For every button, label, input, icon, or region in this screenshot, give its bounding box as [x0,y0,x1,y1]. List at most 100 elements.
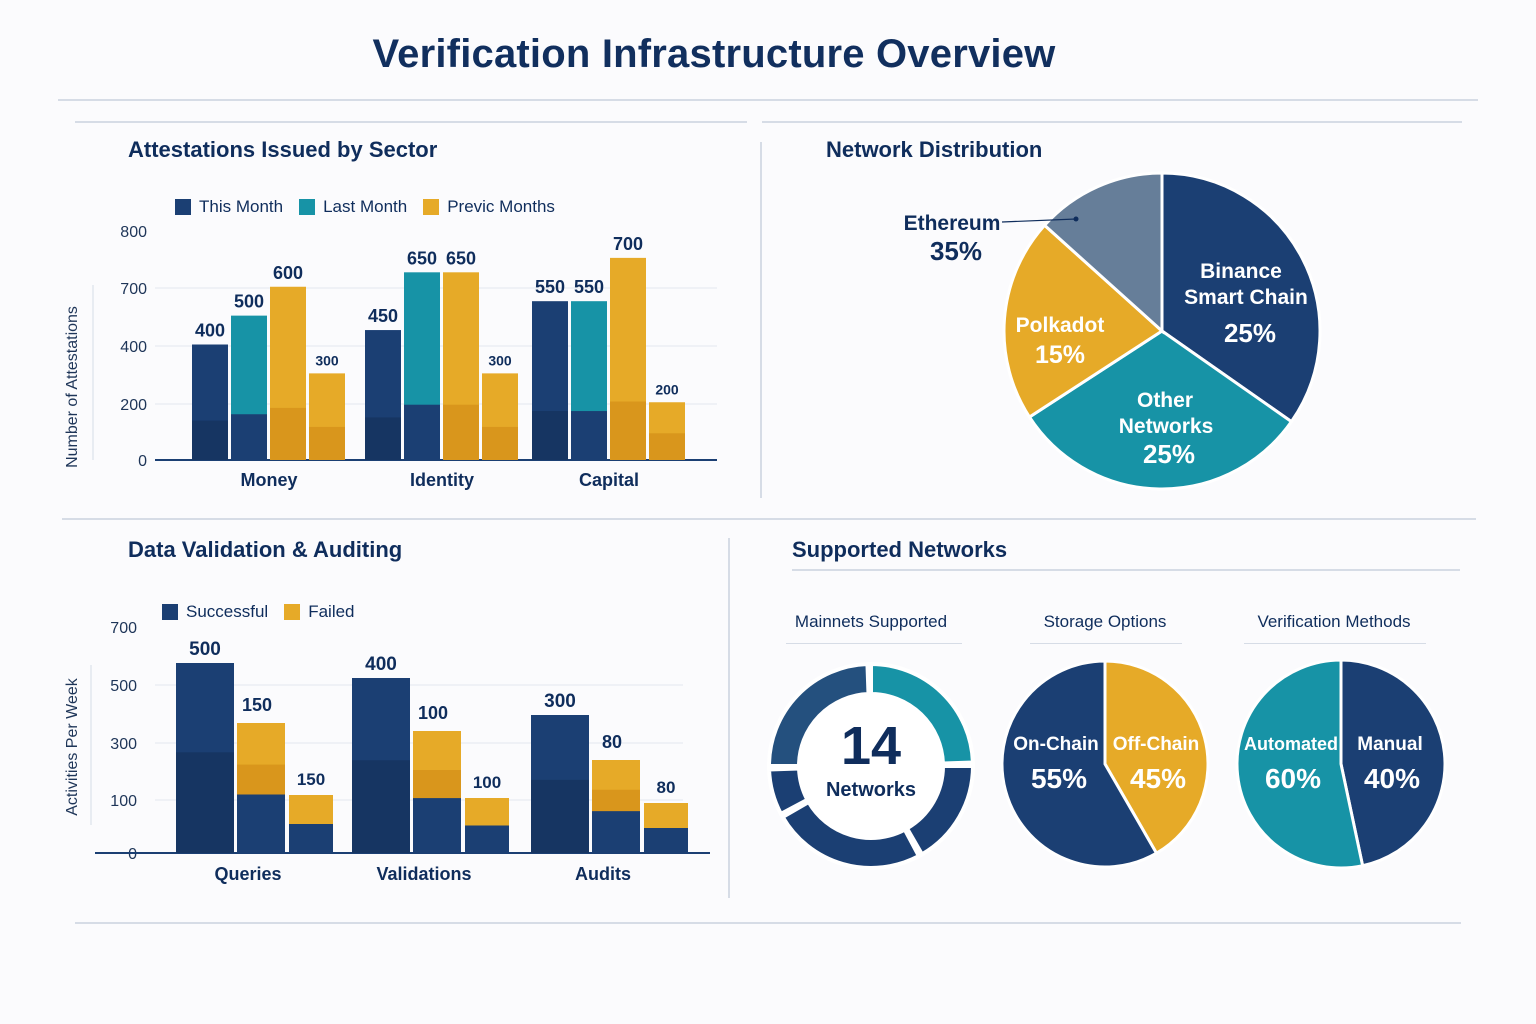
donut-center-label: Networks [826,779,916,801]
data-label: 450 [368,306,398,326]
validation-chart: 700 500 300 100 0 Activities Per Week 500 150 15… [64,620,710,884]
bar-base-segment [270,407,306,460]
legend-previous-months: Previc Months [423,197,555,217]
slice-label-manual: Manual [1357,734,1422,755]
supported-networks-underline [792,569,1460,571]
bar-base-segment [649,433,685,460]
bar-base-segment [231,414,267,460]
bar-base-segment [413,798,461,853]
y-axis-label: Activities Per Week [64,677,81,816]
mainnets-underline [786,643,962,644]
data-label: 400 [195,321,225,341]
attestations-legend: This Month Last Month Previc Months [175,197,571,217]
legend-swatch-gold [284,604,301,620]
pie-slice [1002,223,1165,420]
bar-mid-segment [237,764,285,798]
slice-value-manual: 40% [1364,763,1420,794]
x-tick-label: Validations [376,864,471,884]
pie-slice [1235,660,1365,870]
y-tick-label: 100 [110,793,137,810]
panel-divider-vertical-top [760,142,762,498]
legend-this-month: This Month [175,197,283,217]
attestations-chart: 800 700 400 200 0 Number of Attestations 400 50… [64,224,717,490]
data-label: 300 [315,352,339,368]
slice-label-automated: Automated [1244,734,1338,754]
title-divider [58,99,1478,101]
slice-label-binance: Binance [1200,260,1282,283]
network-distribution-title: Network Distribution [826,137,1043,162]
data-label: 550 [535,277,565,297]
data-label: 500 [189,639,221,660]
page-title: Verification Infrastructure Overview [372,32,1056,76]
y-axis-label: Number of Attestations [64,306,81,468]
legend-label-previous-months: Previc Months [447,197,555,216]
legend-swatch-navy [175,199,191,215]
y-tick-label: 800 [120,224,147,241]
slice-value-ethereum: 35% [930,236,982,266]
attestations-title: Attestations Issued by Sector [128,137,438,162]
slice-label-polkadot: Polkadot [1016,314,1105,337]
bottom-divider [75,922,1461,924]
data-label: 300 [544,691,576,712]
storage-pie: On-Chain 55% Off-Chain 45% [1000,660,1210,869]
y-tick-label: 200 [120,397,147,414]
bar-base-segment [465,825,509,853]
y-tick-label: 700 [120,281,147,298]
bar-base-segment [176,752,234,853]
data-label: 80 [602,732,622,752]
panel-divider-top-left [75,121,747,123]
data-label: 300 [488,352,512,368]
bar-base-segment [644,828,688,853]
legend-label-this-month: This Month [199,197,284,216]
data-label: 650 [446,248,476,268]
slice-value-binance: 25% [1224,318,1276,348]
leader-line [1001,218,1077,223]
legend-last-month: Last Month [299,197,407,217]
y-tick-label: 300 [110,736,137,753]
mainnets-label: Mainnets Supported [794,612,948,631]
pie-slice [1000,660,1159,869]
bar-base-segment [365,417,401,460]
bar-base-segment [531,779,589,853]
data-label: 700 [613,234,643,254]
legend-successful: Successful [162,602,268,622]
donut-segment [904,764,976,858]
storage-underline [1030,643,1182,644]
bar-base-segment [592,811,640,853]
data-label: 100 [473,773,501,792]
bar-base-segment [352,760,410,853]
data-label: 600 [273,263,303,283]
legend-label-last-month: Last Month [323,197,408,216]
donut-hole [799,694,943,838]
data-label: 200 [655,381,679,397]
validation-legend: Successful Failed [162,602,371,622]
slice-value-on-chain: 55% [1031,763,1087,794]
data-label: 100 [418,703,448,723]
x-tick-label: Audits [575,864,631,884]
slice-value-automated: 60% [1265,763,1321,794]
slice-label-other: Networks [1119,415,1214,438]
legend-swatch-teal [299,199,316,215]
bar-mid-segment [592,789,640,814]
slice-value-off-chain: 45% [1130,763,1186,794]
data-label: 150 [242,695,272,715]
pie-slice [1339,660,1447,868]
bar-base-segment [309,426,345,460]
pie-slice [1042,171,1164,335]
bar-base-segment [610,401,646,460]
legend-label-failed: Failed [308,602,355,621]
legend-swatch-navy [162,604,178,620]
validation-title: Data Validation & Auditing [128,537,403,562]
legend-swatch-gold [423,199,440,215]
slice-label-on-chain: On-Chain [1013,734,1099,755]
slice-label-other: Other [1137,389,1193,412]
panel-divider-top-right [762,121,1462,123]
data-label: 400 [365,654,397,675]
bar-base-segment [532,411,568,460]
slice-label-ethereum: Ethereum [904,212,1001,235]
verification-methods-label: Verification Methods [1257,612,1411,631]
pie-slice [1027,329,1294,491]
storage-label: Storage Options [1043,612,1167,631]
slice-value-polkadot: 15% [1035,341,1085,369]
pie-slice [1103,660,1210,856]
